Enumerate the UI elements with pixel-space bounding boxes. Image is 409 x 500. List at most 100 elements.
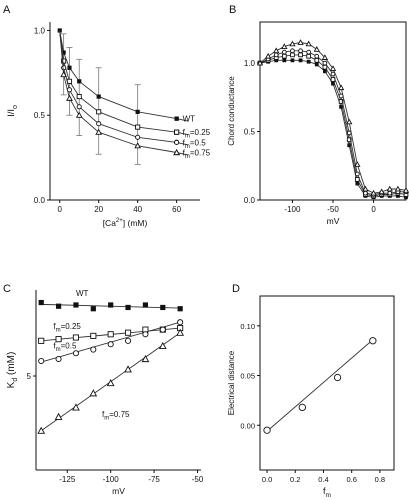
panel-label-c: C [3,283,11,295]
1-y-tick-label: 0.0 [244,196,256,205]
panel-label-d: D [232,283,240,295]
d-data-point [369,337,377,345]
c-series-label-1: fm=0.25 [53,322,81,334]
b-data-point [290,48,295,54]
c-data-point [72,403,80,411]
a-series-end-marker [174,139,180,145]
c-data-point [72,334,79,341]
d-fit-line [266,339,374,432]
a-data-point [61,58,67,64]
b-data-point [314,53,320,59]
1-x-tick-label: -50 [327,205,339,214]
panel-a-chart: 0 20 40 60 0.0 0.5 1.0 [Ca2+] (mM) I/Io WT fm=0.25… [6,22,211,228]
c-data-point [159,326,166,333]
2-x-tick-label: -50 [192,475,204,484]
c-data-point [108,302,114,308]
c-data-point [177,319,184,326]
b-data-point [362,185,369,192]
c-data-point [177,306,183,312]
0-y-tick-label: 0.0 [34,196,46,205]
b-data-point [355,181,360,186]
b-data-point [339,104,344,109]
c-data-point [38,299,44,306]
b-x-axis-title: mV [327,216,340,226]
b-y-axis-title: Chord conductance [227,76,236,146]
a-series-end-marker [173,149,180,156]
3-y-tick-label: 0.10 [240,322,255,331]
c-data-point [125,329,132,336]
b-data-point [273,47,280,54]
3-x-tick-label: 0.8 [375,475,385,484]
b-data-point [289,40,296,47]
b-data-point [298,58,303,63]
d-data-point [333,373,342,382]
c-y-axis-title: Kd (mM) [6,352,19,389]
3-x-tick-label: 0.2 [290,475,300,484]
a-data-point [96,109,102,115]
a-data-point [134,142,142,149]
1-y-tick-label: 0.5 [244,128,256,137]
c-series-label-0: WT [76,289,89,298]
1-y-tick-label: 1.0 [244,59,256,68]
3-y-tick-label: 0.05 [240,372,255,381]
b-data-point [313,46,320,52]
panel-label-a: A [3,4,11,16]
c-data-point [125,337,132,344]
c-data-point [107,341,114,348]
c-data-point [38,337,45,344]
b-data-point [298,52,303,58]
a-series-end-marker [174,116,179,121]
b-data-point [314,62,319,67]
a-data-point [96,121,102,127]
c-data-point [142,302,149,308]
a-fit-curve-2 [59,30,189,146]
3-x-tick-label: 0.4 [318,475,328,484]
b-data-point [337,84,345,91]
a-y-axis-title: I/Io [6,105,19,117]
panel-c-chart: -125 -100 -75 -50 5 mV Kd (mM) WT fm=0.25 fm=0.5 f… [6,289,204,496]
2-x-tick-label: -100 [103,475,120,484]
a-data-point [61,65,67,71]
2-x-tick-label: -125 [59,475,76,484]
c-data-point [55,336,62,343]
a-series-label-2: fm=0.5 [183,138,207,150]
a-series-label-1: fm=0.25 [183,128,211,140]
a-fit-curve-1 [59,30,189,136]
c-data-point [55,355,62,363]
a-data-point [76,94,82,100]
b-data-point [354,161,361,167]
d-frame [259,295,395,471]
b-data-point [322,60,328,66]
b-data-point [370,189,377,196]
b-data-point [387,190,393,196]
a-data-point [75,111,83,118]
a-data-point [60,71,67,78]
c-data-point [124,365,132,373]
b-data-point [290,58,295,63]
b-data-point [386,185,393,192]
0-x-tick-label: 20 [94,205,103,214]
a-x-axis-title: [Ca2+] (mM) [103,218,148,228]
a-data-point [77,79,82,84]
b-data-point [306,53,312,59]
b-data-point [322,69,327,74]
c-data-point [73,302,79,308]
b-data-point [394,185,402,192]
b-data-point [347,143,352,148]
c-series-label-3: fm=0.75 [102,410,130,422]
b-data-point [273,52,279,58]
1-x-tick-label: -100 [284,205,301,214]
a-series-label-0: WT [183,115,196,124]
3-x-tick-label: 0.0 [262,475,272,484]
b-data-point [346,118,353,125]
c-data-point [54,412,63,420]
a-data-point [95,128,103,135]
2-x-tick-label: -75 [148,475,160,484]
b-data-point [321,54,329,60]
c-data-point [90,332,97,339]
a-data-point [67,65,72,70]
b-data-point [274,58,279,63]
a-data-point [76,104,82,110]
a-data-point [57,28,62,33]
